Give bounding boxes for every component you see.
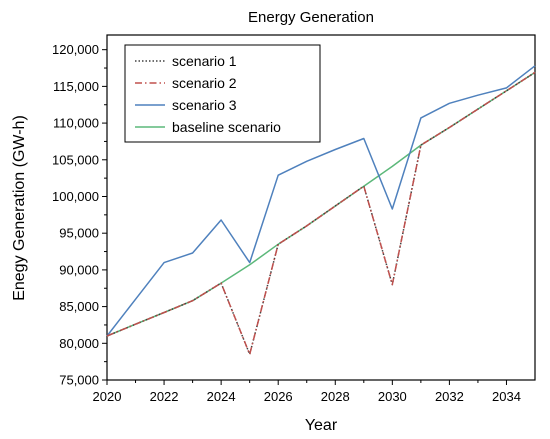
y-tick-label: 75,000 xyxy=(59,373,99,388)
series-layer xyxy=(106,65,536,356)
y-tick-label: 95,000 xyxy=(59,226,99,241)
y-tick-label: 100,000 xyxy=(52,189,99,204)
y-axis-title: Enegy Generation (GW-h) xyxy=(11,115,28,301)
y-tick-label: 120,000 xyxy=(52,42,99,57)
legend: scenario 1 scenario 2 scenario 3 baseline s… xyxy=(124,44,321,143)
x-tick-label: 2024 xyxy=(207,389,236,404)
x-axis: 2020 2022 2024 2026 2028 2030 2032 2034 xyxy=(93,380,521,404)
x-axis-title: Year xyxy=(305,417,338,434)
plot-area-frame xyxy=(106,34,536,381)
x-tick-label: 2028 xyxy=(321,389,350,404)
y-tick-label: 85,000 xyxy=(59,299,99,314)
y-tick-label: 115,000 xyxy=(53,79,99,94)
legend-label: baseline scenario xyxy=(172,119,281,135)
y-tick-label: 90,000 xyxy=(59,262,99,277)
y-axis: 75,000 80,000 85,000 90,000 95,000 100,000 105… xyxy=(52,42,107,388)
x-tick-label: 2030 xyxy=(378,389,407,404)
chart-title: Energy Generation xyxy=(248,9,374,26)
y-tick-label: 105,000 xyxy=(52,152,99,167)
y-tick-label: 80,000 xyxy=(59,336,99,351)
x-tick-label: 2032 xyxy=(435,389,464,404)
y-tick-label: 110,000 xyxy=(53,116,99,131)
legend-label: scenario 1 xyxy=(172,53,237,69)
x-tick-label: 2020 xyxy=(93,389,122,404)
x-tick-label: 2026 xyxy=(264,389,293,404)
series-line-scenario-3 xyxy=(106,65,536,337)
x-tick-label: 2034 xyxy=(492,389,521,404)
legend-label: scenario 3 xyxy=(172,97,237,113)
legend-label: scenario 2 xyxy=(172,75,237,91)
series-line-scenario-2 xyxy=(106,71,536,356)
x-tick-label: 2022 xyxy=(150,389,179,404)
